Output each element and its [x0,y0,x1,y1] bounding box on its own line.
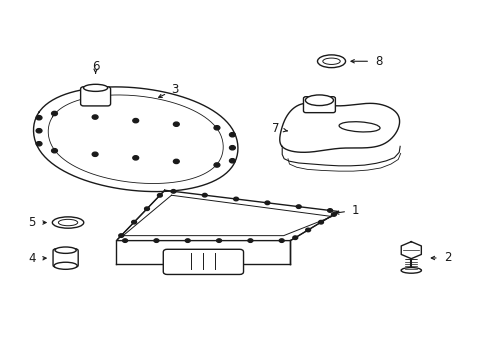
Circle shape [122,239,127,242]
Text: 1: 1 [351,204,359,217]
FancyBboxPatch shape [303,97,335,113]
Circle shape [202,193,207,197]
Circle shape [233,197,238,201]
Circle shape [331,213,336,216]
Ellipse shape [54,262,77,269]
Circle shape [133,118,138,123]
Circle shape [36,129,42,133]
Circle shape [36,141,42,146]
Circle shape [133,156,138,160]
Text: 7: 7 [272,122,279,135]
Ellipse shape [400,267,421,273]
Circle shape [52,149,57,153]
Circle shape [229,145,235,150]
Circle shape [52,111,57,116]
Circle shape [214,163,220,167]
Circle shape [264,201,269,204]
Text: 8: 8 [374,55,382,68]
Circle shape [229,132,235,137]
Circle shape [229,159,235,163]
Circle shape [327,209,332,212]
Ellipse shape [52,217,83,228]
Ellipse shape [58,219,78,226]
Circle shape [154,239,159,242]
Circle shape [131,220,136,224]
Circle shape [279,239,284,242]
FancyBboxPatch shape [81,87,110,106]
Circle shape [296,205,301,208]
Text: 3: 3 [170,83,178,96]
Circle shape [144,207,149,211]
Ellipse shape [322,58,340,64]
Circle shape [247,239,252,242]
Circle shape [305,228,310,232]
Ellipse shape [317,55,345,68]
Ellipse shape [55,247,76,253]
Circle shape [157,194,162,197]
Circle shape [185,239,190,242]
Ellipse shape [338,122,379,132]
Circle shape [214,126,220,130]
Text: 2: 2 [443,252,450,265]
Circle shape [36,116,42,120]
Text: 6: 6 [92,60,99,73]
Circle shape [171,190,176,193]
Circle shape [119,234,123,237]
Circle shape [173,122,179,126]
Ellipse shape [83,84,107,91]
Circle shape [173,159,179,163]
Circle shape [92,115,98,119]
FancyBboxPatch shape [163,249,243,274]
Ellipse shape [305,95,333,105]
Circle shape [292,236,297,239]
Text: 5: 5 [28,216,36,229]
Circle shape [318,220,323,224]
FancyBboxPatch shape [53,249,78,267]
Text: 4: 4 [28,252,36,265]
Circle shape [92,152,98,156]
Circle shape [216,239,221,242]
